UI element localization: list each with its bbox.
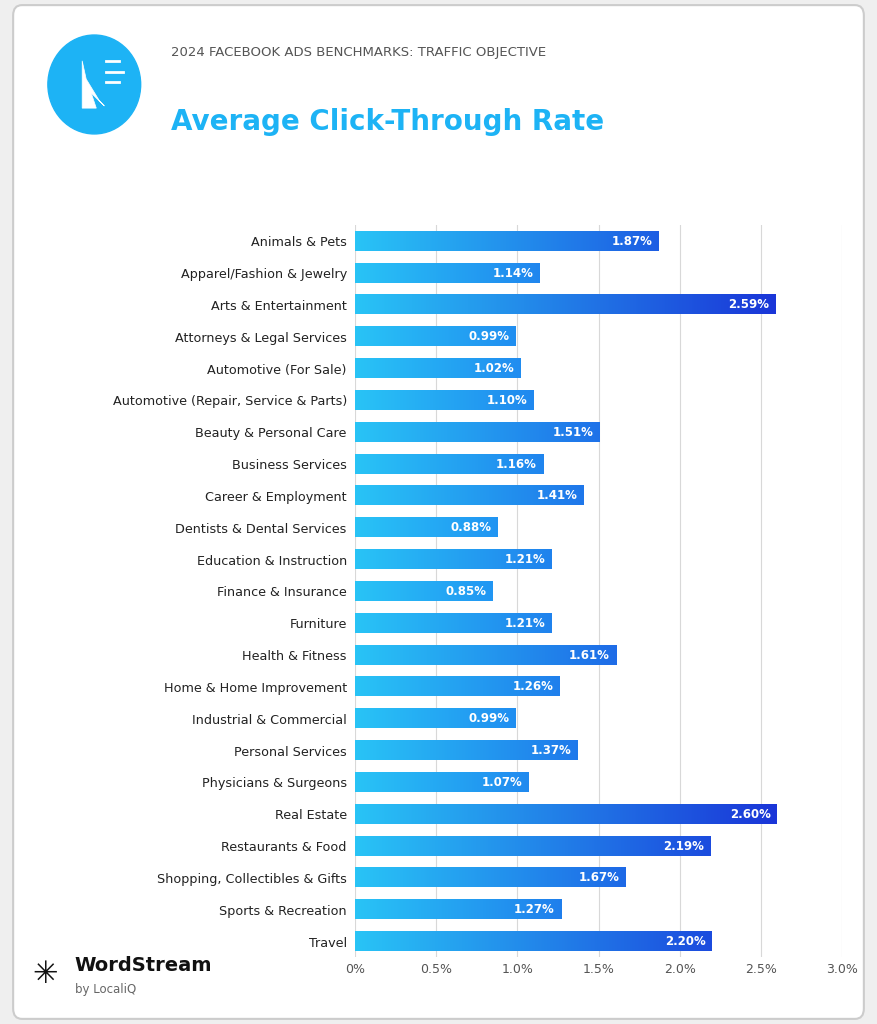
Text: 1.51%: 1.51%	[553, 426, 594, 438]
Text: 2.60%: 2.60%	[730, 808, 771, 820]
Text: 1.02%: 1.02%	[474, 362, 514, 375]
Text: Average Click-Through Rate: Average Click-Through Rate	[171, 109, 604, 136]
Text: 1.37%: 1.37%	[531, 744, 571, 757]
Text: 0.88%: 0.88%	[451, 521, 491, 535]
Circle shape	[48, 35, 140, 134]
Text: 1.21%: 1.21%	[504, 616, 545, 630]
Text: 2.19%: 2.19%	[663, 840, 704, 853]
Text: ✳: ✳	[32, 961, 58, 989]
Text: WordStream: WordStream	[75, 955, 212, 975]
Polygon shape	[82, 60, 104, 109]
Text: 1.67%: 1.67%	[579, 871, 620, 885]
Text: 1.21%: 1.21%	[504, 553, 545, 566]
Text: 2.20%: 2.20%	[665, 935, 706, 948]
Text: 1.27%: 1.27%	[514, 903, 555, 916]
Text: 2.59%: 2.59%	[728, 298, 769, 311]
Text: by LocaliQ: by LocaliQ	[75, 983, 136, 996]
Text: 1.26%: 1.26%	[512, 680, 553, 693]
Text: 1.14%: 1.14%	[493, 266, 533, 280]
Text: 1.07%: 1.07%	[481, 776, 523, 788]
Text: 0.99%: 0.99%	[468, 330, 510, 343]
FancyBboxPatch shape	[13, 5, 864, 1019]
Text: 2024 FACEBOOK ADS BENCHMARKS: TRAFFIC OBJECTIVE: 2024 FACEBOOK ADS BENCHMARKS: TRAFFIC OB…	[171, 45, 546, 58]
Text: 0.85%: 0.85%	[446, 585, 487, 598]
Text: 0.99%: 0.99%	[468, 713, 510, 725]
Text: 1.87%: 1.87%	[611, 234, 652, 248]
Text: 1.10%: 1.10%	[487, 394, 527, 407]
Text: 1.41%: 1.41%	[537, 489, 577, 503]
Text: 1.61%: 1.61%	[569, 648, 610, 662]
Text: 1.16%: 1.16%	[496, 458, 537, 470]
